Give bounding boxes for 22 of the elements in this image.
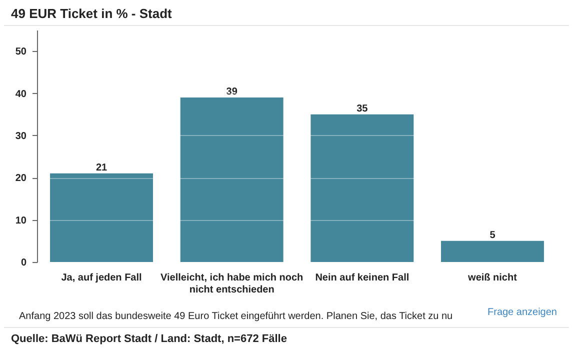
bar <box>310 114 414 262</box>
y-tick-label: 0 <box>20 258 27 268</box>
chart-title: 49 EUR Ticket in % - Stadt <box>11 6 172 21</box>
text: Frage anzeigen <box>488 307 557 318</box>
source-note: Quelle: BaWü Report Stadt / Land: Stadt, n=672 Fälle <box>11 333 287 345</box>
y-tick-label: 30 <box>15 130 27 142</box>
y-tick-label: 10 <box>15 215 27 226</box>
y-tick-label: 20 <box>15 173 27 184</box>
data-label: 5 <box>490 230 496 241</box>
bar <box>180 97 284 262</box>
data-label: 35 <box>356 103 368 114</box>
text: Anfang 2023 soll das bundesweite 49 Euro Ticket eingeführt werden. Planen Sie, das Ticket zu nu <box>19 311 453 322</box>
x-tick-label: Ja, auf jeden Fall <box>61 272 142 284</box>
bar <box>50 173 153 262</box>
y-tick-label: 50 <box>15 46 27 58</box>
data-label: 21 <box>96 162 108 174</box>
x-tick-label: Vielleicht, ich habe mich noch nicht entschieden <box>160 272 304 296</box>
y-tick-label: 40 <box>15 88 27 100</box>
bar <box>441 240 544 262</box>
x-tick-label: weiß nicht <box>467 272 518 284</box>
x-tick-label: Nein auf keinen Fall <box>315 272 410 284</box>
data-label: 39 <box>226 86 238 98</box>
